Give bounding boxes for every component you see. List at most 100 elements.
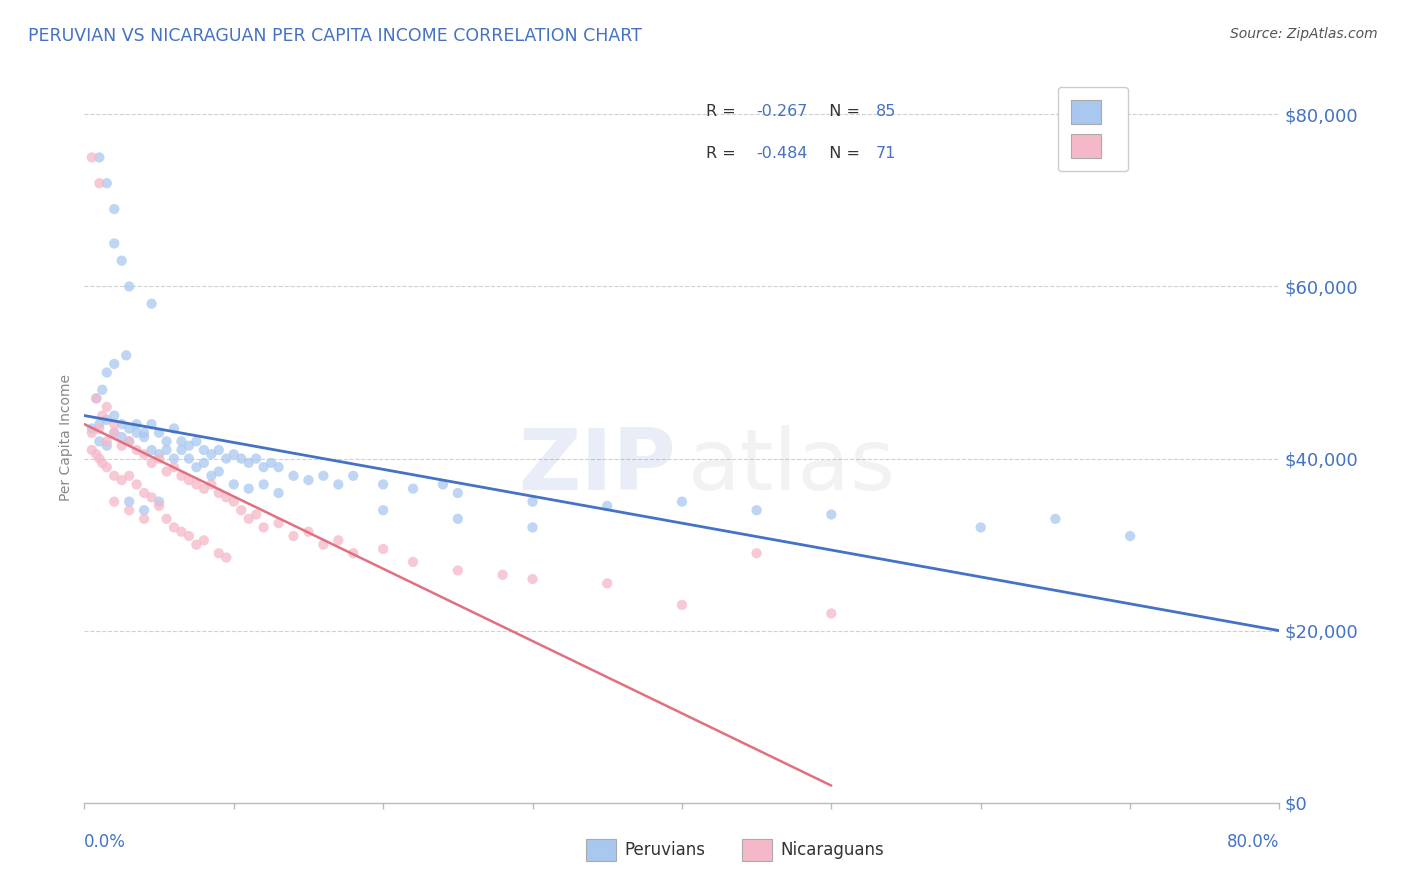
Point [163,451,186,466]
Point [186,434,208,449]
Point [253,460,276,475]
Point [253,477,276,491]
Point [402,555,425,569]
Point [267,486,290,500]
Point [222,447,245,461]
Text: atlas: atlas [688,425,896,508]
Point [115,348,138,362]
Point [80,150,103,164]
Point [1119,529,1142,543]
Point [103,468,125,483]
Point [215,491,238,505]
Point [132,512,156,526]
Y-axis label: Per Capita Income: Per Capita Income [59,374,73,500]
Point [522,572,544,586]
Point [193,533,215,548]
Point [492,567,515,582]
Point [148,494,170,508]
Point [447,564,470,578]
Point [118,279,141,293]
Text: Nicaraguans: Nicaraguans [780,841,883,859]
Point [89,451,111,466]
Point [170,434,193,449]
Text: R =: R = [706,145,741,161]
Point [91,409,114,423]
Point [238,482,260,496]
Point [91,383,114,397]
Point [373,477,395,491]
Point [89,421,111,435]
Point [970,520,993,534]
Point [231,503,253,517]
Point [170,468,193,483]
Point [283,529,305,543]
Text: -0.484: -0.484 [756,145,807,161]
Point [111,473,134,487]
Point [141,296,163,310]
Point [155,434,177,449]
Point [215,451,238,466]
Point [132,447,156,461]
Point [86,447,108,461]
Point [522,494,544,508]
Text: N =: N = [820,104,866,120]
Text: R =: R = [706,104,741,120]
Text: 0.0%: 0.0% [84,833,127,851]
Point [200,468,222,483]
Point [96,413,118,427]
Point [208,465,231,479]
Point [745,546,768,560]
Point [820,607,842,621]
Point [132,486,156,500]
Point [103,417,125,432]
Text: ZIP: ZIP [519,425,676,508]
Point [132,425,156,440]
Point [402,482,425,496]
Text: -0.267: -0.267 [756,104,807,120]
Point [103,202,125,216]
Point [118,434,141,449]
Point [118,503,141,517]
Point [118,421,141,435]
Point [118,494,141,508]
Point [141,456,163,470]
Point [96,460,118,475]
Point [193,482,215,496]
Point [86,392,108,406]
Text: 71: 71 [876,145,896,161]
Point [155,442,177,457]
Point [148,425,170,440]
Point [745,503,768,517]
Point [89,176,111,190]
Point [200,477,222,491]
Point [200,447,222,461]
Point [177,439,200,453]
Point [163,520,186,534]
Point [177,529,200,543]
Point [283,468,305,483]
Point [148,499,170,513]
Point [125,425,148,440]
Point [253,520,276,534]
Point [103,425,125,440]
Point [238,512,260,526]
Point [222,494,245,508]
Point [820,508,842,522]
Point [342,546,364,560]
Point [312,468,335,483]
Point [170,524,193,539]
Point [267,516,290,530]
Point [671,494,693,508]
Point [186,538,208,552]
Text: Peruvians: Peruvians [624,841,706,859]
Point [125,417,148,432]
FancyBboxPatch shape [586,839,616,862]
Point [118,434,141,449]
Point [177,451,200,466]
Text: 85: 85 [876,104,896,120]
Point [125,442,148,457]
Point [328,477,350,491]
Point [596,499,619,513]
Point [103,409,125,423]
Point [132,430,156,444]
